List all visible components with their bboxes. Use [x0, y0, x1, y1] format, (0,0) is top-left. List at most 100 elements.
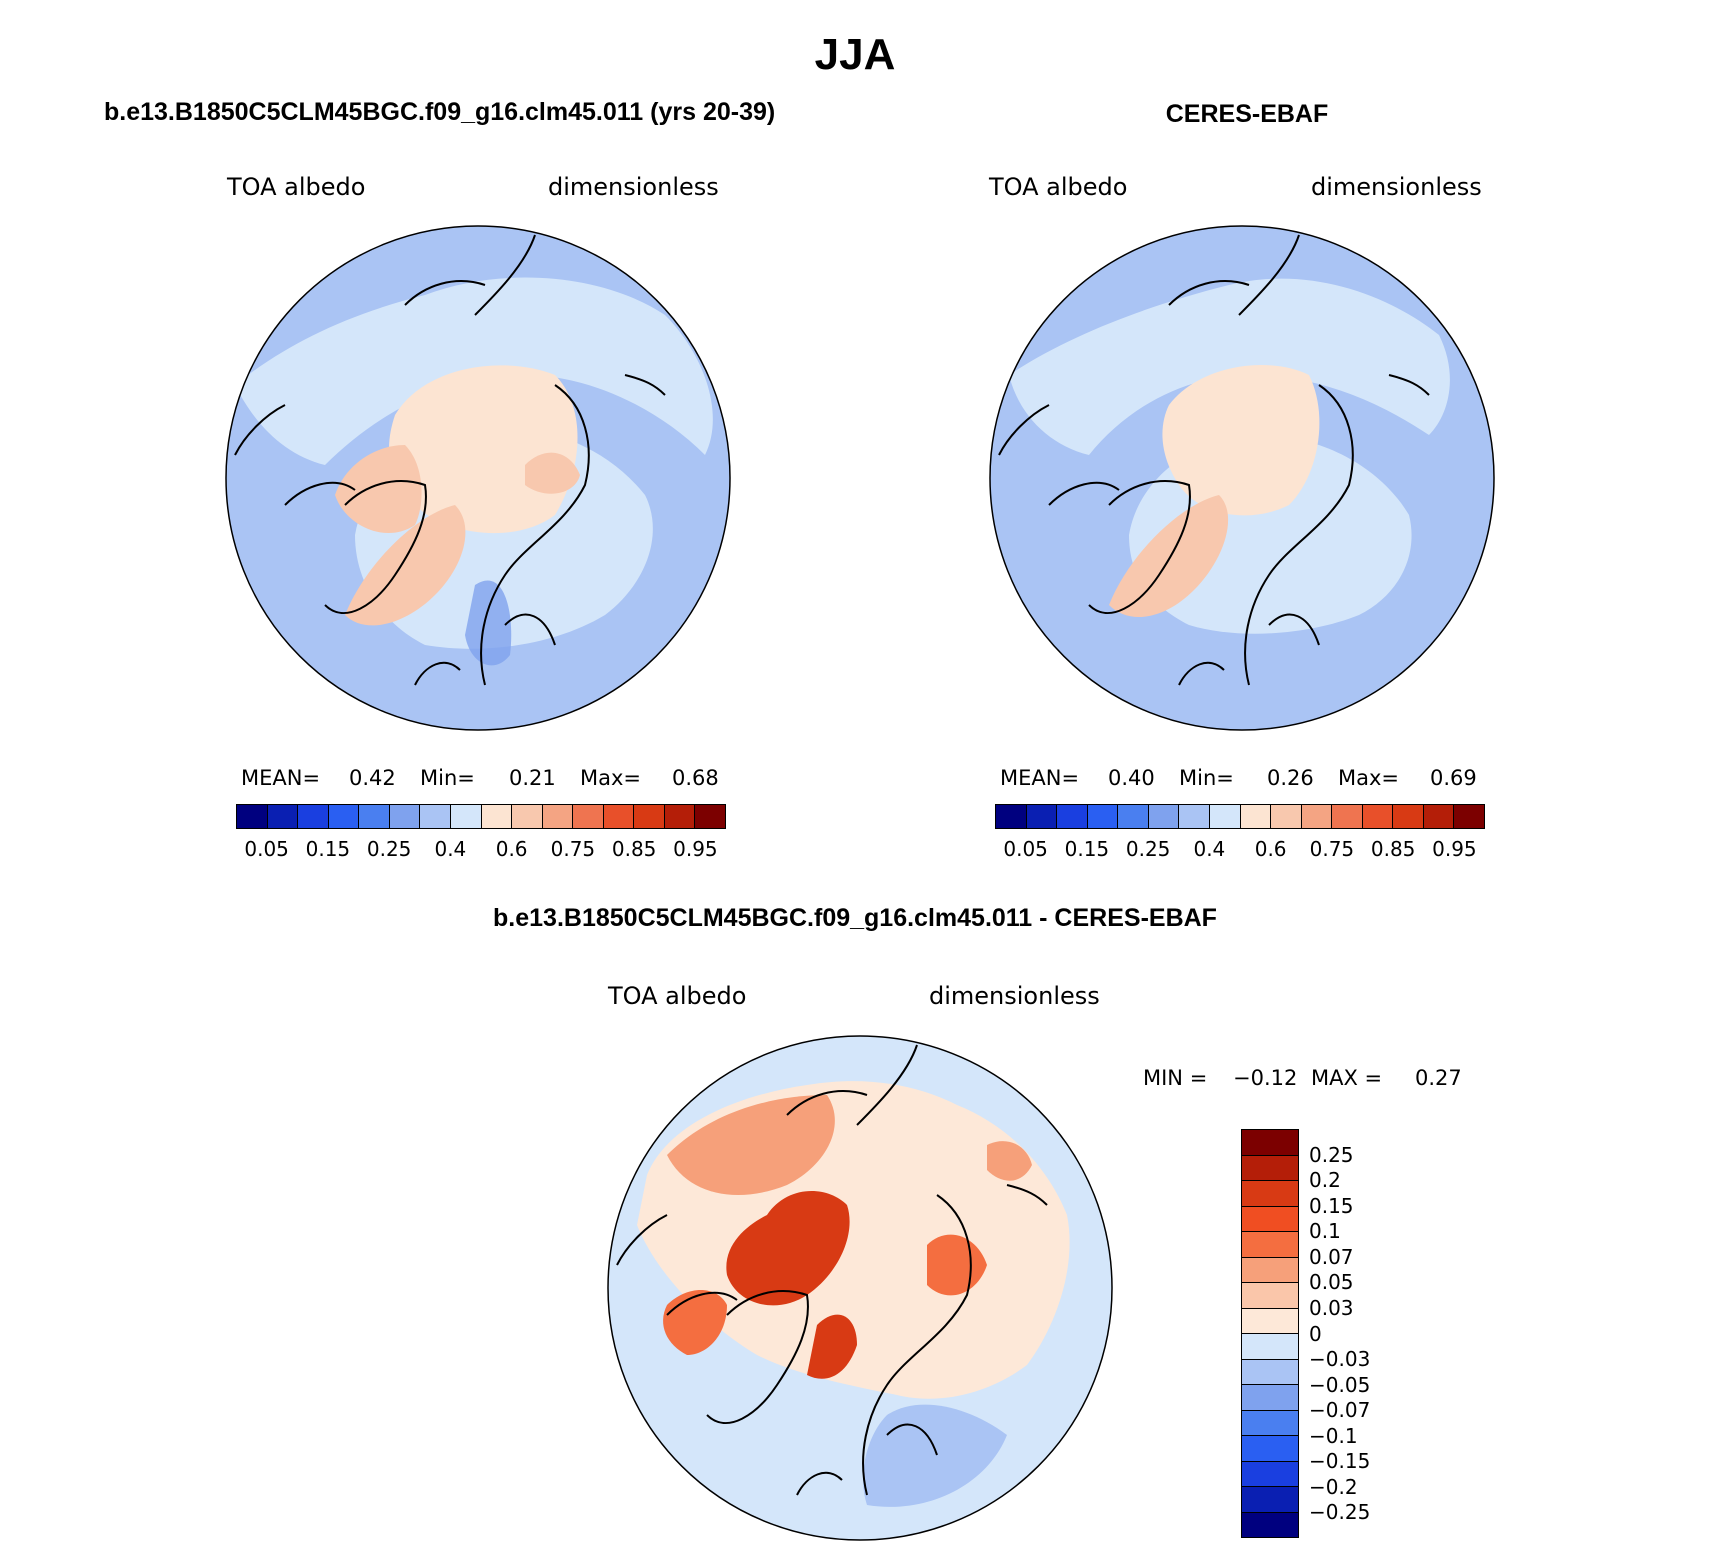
panel-obs-colorbar-swatch — [1087, 805, 1119, 828]
panel-diff-colorbar-tick-label: −0.05 — [1309, 1372, 1371, 1397]
panel-diff-colorbar-swatch — [1242, 1257, 1298, 1283]
panel-obs-min-value: 0.26 — [1267, 766, 1314, 790]
panel-diff-max-value: 0.27 — [1415, 1066, 1462, 1090]
panel-diff-colorbar-swatch — [1242, 1359, 1298, 1385]
panel-obs-variable-label: TOA albedo — [989, 173, 1128, 201]
panel-obs-colorbar-swatch — [1026, 805, 1058, 828]
panel-model-colorbar-tick-label: 0.05 — [244, 837, 289, 861]
panel-obs-heading: CERES-EBAF — [1165, 100, 1329, 128]
panel-obs-colorbar-swatch — [1301, 805, 1333, 828]
panel-diff-colorbar-swatch — [1242, 1385, 1298, 1411]
panel-diff-colorbar-swatch — [1242, 1283, 1298, 1309]
panel-obs-colorbar-swatch — [1179, 805, 1210, 828]
panel-diff-max-label: MAX = — [1311, 1066, 1383, 1090]
panel-diff-units-label: dimensionless — [929, 982, 1100, 1010]
panel-obs-mean-value: 0.40 — [1108, 766, 1155, 790]
panel-diff-colorbar-swatch — [1242, 1436, 1298, 1462]
panel-model-min-label: Min= — [420, 766, 475, 790]
panel-obs-units-label: dimensionless — [1311, 173, 1482, 201]
panel-obs-min-label: Min= — [1179, 766, 1234, 790]
panel-model-colorbar-swatch — [573, 805, 604, 828]
panel-obs-colorbar-tick-label: 0.95 — [1432, 837, 1477, 861]
panel-model-colorbar-swatch — [389, 805, 421, 828]
panel-diff-min-value: −0.12 — [1233, 1066, 1298, 1090]
panel-model-colorbar-tick-label: 0.85 — [611, 837, 657, 861]
panel-obs-colorbar-swatch — [1240, 805, 1272, 828]
panel-obs-polar-map — [989, 225, 1495, 731]
panel-obs-colorbar-swatch — [1118, 805, 1149, 828]
panel-obs-colorbar-tick-label: 0.05 — [1003, 837, 1048, 861]
panel-diff-colorbar-tick-label: −0.03 — [1309, 1347, 1371, 1372]
panel-model-colorbar-swatch — [481, 805, 513, 828]
panel-diff-colorbar-swatch — [1242, 1155, 1298, 1181]
panel-obs-colorbar-swatch — [1393, 805, 1424, 828]
panel-diff-variable-label: TOA albedo — [608, 982, 747, 1010]
panel-diff-colorbar-tick-label: 0.2 — [1309, 1168, 1341, 1193]
panel-diff-colorbar-tick-label: −0.25 — [1309, 1500, 1371, 1525]
panel-model-mean-label: MEAN= — [241, 766, 321, 790]
panel-model-polar-map — [225, 225, 731, 731]
panel-obs-colorbar — [995, 804, 1485, 829]
panel-model-max-value: 0.68 — [672, 766, 719, 790]
panel-model-heading: b.e13.B1850C5CLM45BGC.f09_g16.clm45.011 … — [104, 98, 776, 126]
panel-model-colorbar-swatch — [695, 805, 725, 828]
panel-diff-colorbar-swatch — [1242, 1334, 1298, 1360]
panel-model-colorbar-tick-label: 0.4 — [434, 837, 467, 861]
panel-diff-colorbar-swatch — [1242, 1410, 1298, 1436]
panel-obs-colorbar-tick-label: 0.75 — [1309, 837, 1355, 861]
panel-diff-colorbar-swatch — [1242, 1461, 1298, 1487]
panel-diff-polar-map — [607, 1035, 1113, 1541]
panel-obs-colorbar-swatch — [1332, 805, 1363, 828]
panel-model-colorbar-swatch — [664, 805, 696, 828]
panel-model-colorbar-swatch — [328, 805, 360, 828]
panel-diff-colorbar-tick-label: −0.1 — [1309, 1423, 1358, 1448]
panel-diff-colorbar — [1241, 1129, 1299, 1538]
panel-obs-colorbar-tick-label: 0.25 — [1125, 837, 1171, 861]
panel-model-colorbar-swatch — [298, 805, 329, 828]
panel-diff-colorbar-swatch — [1242, 1232, 1298, 1258]
panel-model-colorbar — [236, 804, 726, 829]
panel-diff-colorbar-swatch — [1242, 1487, 1298, 1513]
panel-model-colorbar-tick-label: 0.75 — [550, 837, 596, 861]
panel-obs-colorbar-swatch — [1423, 805, 1455, 828]
panel-model-colorbar-swatch — [359, 805, 390, 828]
panel-diff-colorbar-tick-label: 0.25 — [1309, 1142, 1354, 1167]
panel-obs-colorbar-tick-label: 0.15 — [1064, 837, 1110, 861]
panel-model-variable-label: TOA albedo — [227, 173, 366, 201]
panel-obs-colorbar-tick-label: 0.85 — [1370, 837, 1416, 861]
panel-model-max-label: Max= — [580, 766, 642, 790]
panel-obs-max-label: Max= — [1338, 766, 1400, 790]
panel-model-colorbar-swatch — [267, 805, 299, 828]
panel-model-min-value: 0.21 — [509, 766, 556, 790]
panel-model-colorbar-tick-label: 0.95 — [673, 837, 718, 861]
panel-diff-colorbar-tick-label: 0.05 — [1309, 1270, 1354, 1295]
panel-obs-colorbar-swatch — [1362, 805, 1394, 828]
panel-obs-max-value: 0.69 — [1430, 766, 1477, 790]
panel-model-colorbar-swatch — [512, 805, 543, 828]
panel-diff-colorbar-swatch — [1242, 1206, 1298, 1232]
panel-diff-colorbar-tick-label: 0.07 — [1309, 1244, 1354, 1269]
panel-model-colorbar-tick-label: 0.6 — [495, 837, 528, 861]
panel-model-units-label: dimensionless — [548, 173, 719, 201]
panel-model-mean-value: 0.42 — [349, 766, 396, 790]
panel-diff-colorbar-tick-label: 0 — [1309, 1321, 1322, 1346]
panel-diff-colorbar-tick-label: 0.15 — [1309, 1193, 1354, 1218]
panel-model-colorbar-tick-label: 0.25 — [366, 837, 412, 861]
panel-diff-colorbar-tick-label: 0.1 — [1309, 1219, 1341, 1244]
panel-obs-colorbar-swatch — [996, 805, 1027, 828]
panel-model-colorbar-swatch — [420, 805, 451, 828]
panel-model-colorbar-swatch — [603, 805, 635, 828]
panel-obs-mean-label: MEAN= — [1000, 766, 1080, 790]
panel-diff-colorbar-swatch — [1242, 1130, 1298, 1156]
panel-diff-colorbar-tick-label: −0.2 — [1309, 1474, 1358, 1499]
panel-obs-colorbar-swatch — [1271, 805, 1302, 828]
panel-obs-colorbar-tick-label: 0.4 — [1193, 837, 1226, 861]
panel-diff-colorbar-tick-label: −0.15 — [1309, 1449, 1371, 1474]
panel-model-colorbar-swatch — [634, 805, 665, 828]
panel-diff-colorbar-swatch — [1242, 1181, 1298, 1207]
panel-model-colorbar-swatch — [542, 805, 574, 828]
panel-model-colorbar-swatch — [237, 805, 268, 828]
panel-diff-min-label: MIN = — [1143, 1066, 1208, 1090]
panel-diff-colorbar-swatch — [1242, 1512, 1298, 1537]
